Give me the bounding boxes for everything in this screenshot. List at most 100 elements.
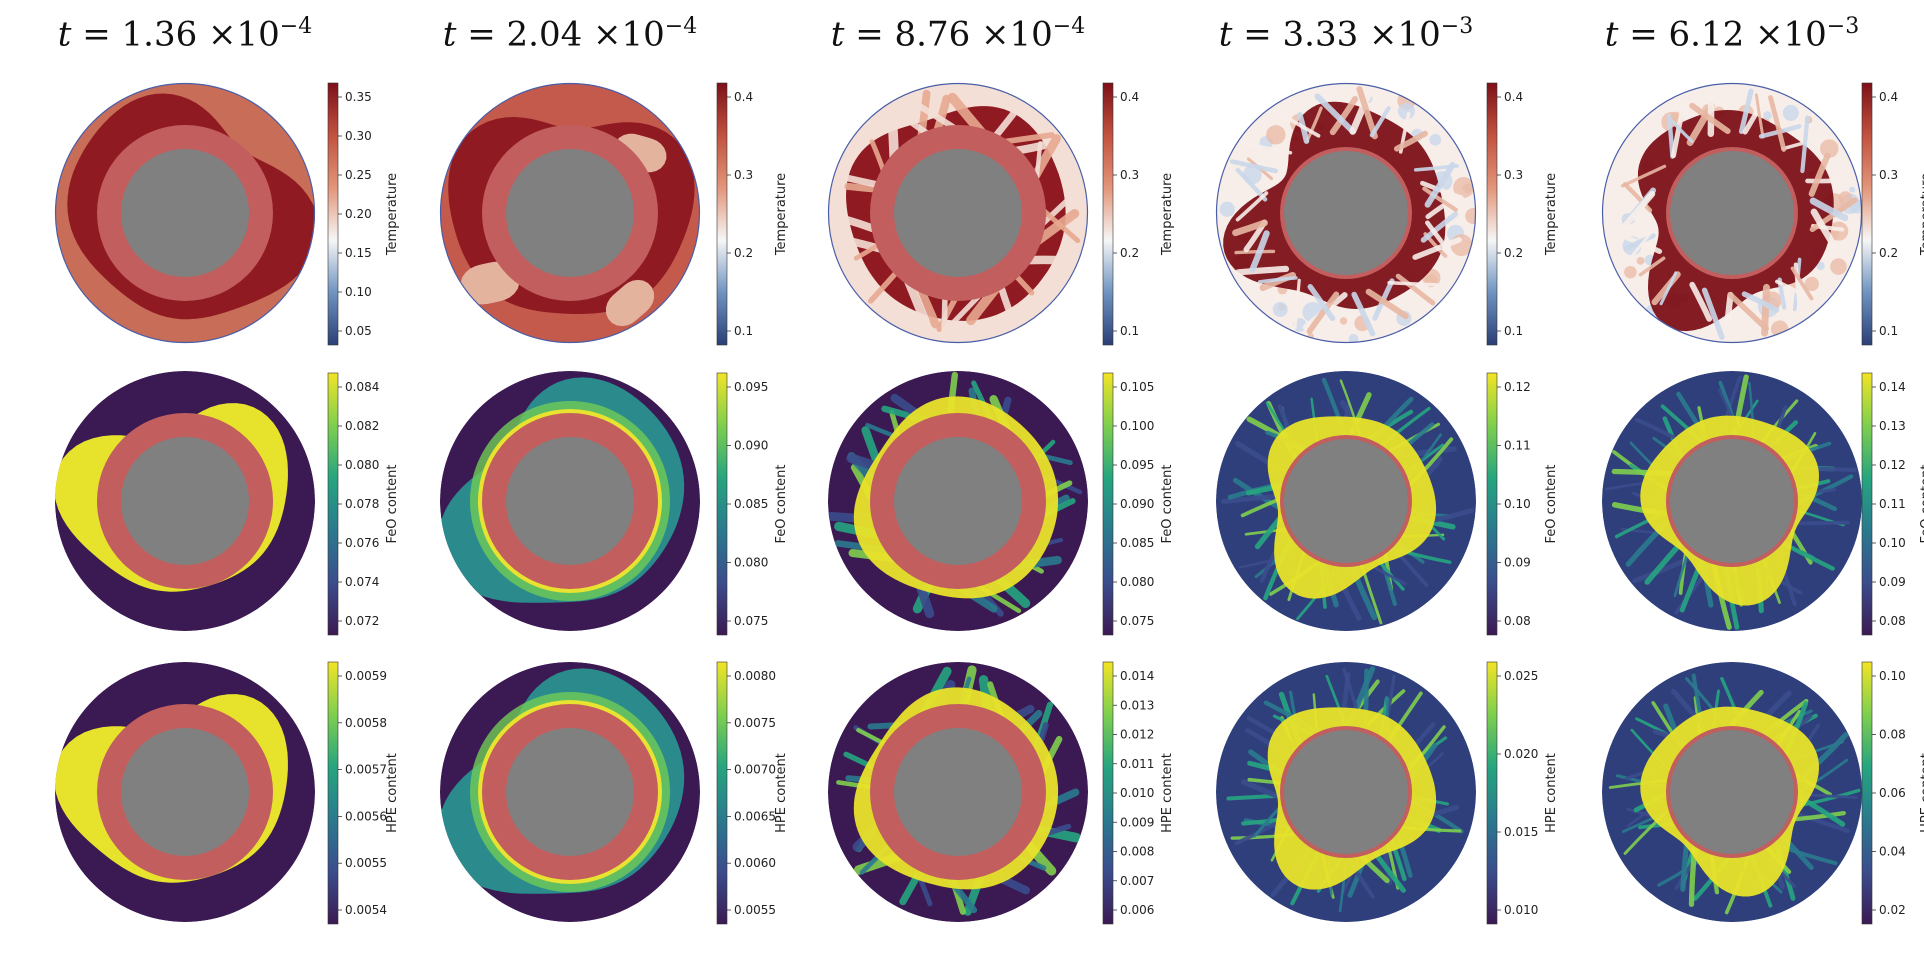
panel-1-feo-content: 0.084 0.082 0.080 0.078 0.076 0.074 0.072 FeO c… [55, 371, 400, 636]
colorbar-tick-label: 0.095 [1120, 458, 1154, 472]
colorbar-tick-label: 0.013 [1120, 698, 1154, 712]
column-title-4: t = 3.33 ×10−3 [1218, 14, 1474, 55]
colorbar-tick-label: 0.010 [1504, 903, 1538, 917]
colorbar: 0.105 0.100 0.095 0.090 0.085 0.080 0.075 FeO c… [1102, 372, 1175, 636]
colorbar-tick-label: 0.075 [734, 614, 768, 628]
colorbar-tick-label: 0.3 [1879, 168, 1898, 182]
colorbar-tick-label: 0.2 [1879, 246, 1898, 260]
colorbar-tick-label: 0.012 [1120, 728, 1154, 742]
colorbar-tick-label: 0.0058 [345, 716, 387, 730]
panel-3-temperature: 0.4 0.3 0.2 0.1 Temperature [827, 82, 1175, 346]
colorbar-tick-label: 0.010 [1120, 786, 1154, 800]
colorbar-label: FeO content [774, 465, 789, 544]
colorbar-tick-label: 0.090 [1120, 497, 1154, 511]
colorbar-tick-label: 0.0055 [734, 903, 776, 917]
colorbar-tick-label: 0.0075 [734, 716, 776, 730]
colorbar-tick-label: 0.080 [345, 458, 379, 472]
colorbar-tick-label: 0.13 [1879, 419, 1906, 433]
colorbar-tick-label: 0.3 [1504, 168, 1523, 182]
core [121, 728, 249, 856]
colorbar: 0.014 0.013 0.012 0.011 0.010 0.009 0.008 0.007… [1102, 661, 1175, 925]
colorbar: 0.084 0.082 0.080 0.078 0.076 0.074 0.072 FeO c… [327, 372, 400, 636]
colorbar-tick-label: 0.011 [1120, 757, 1154, 771]
core [1284, 151, 1408, 275]
colorbar-label: Temperature [1160, 173, 1175, 256]
colorbar-label: HPE content [385, 753, 400, 833]
colorbar: 0.095 0.090 0.085 0.080 0.075 FeO content [716, 372, 789, 636]
colorbar-tick-label: 0.2 [1120, 246, 1139, 260]
column-title-2: t = 2.04 ×10−4 [442, 14, 698, 55]
core [506, 728, 634, 856]
colorbar-tick-label: 0.015 [1504, 825, 1538, 839]
panel-4-feo-content: 0.12 0.11 0.10 0.09 0.08 FeO content [1216, 371, 1559, 636]
colorbar-tick-label: 0.11 [1504, 439, 1531, 453]
colorbar-tick-label: 0.10 [1879, 536, 1906, 550]
t-exponent: −4 [1052, 14, 1086, 39]
colorbar-tick-label: 0.4 [1120, 90, 1139, 104]
colorbar-tick-label: 0.085 [734, 497, 768, 511]
colorbar-label: FeO content [385, 465, 400, 544]
colorbar-tick-label: 0.09 [1504, 556, 1531, 570]
colorbar-label: Temperature [1544, 173, 1559, 256]
colorbar-tick-label: 0.084 [345, 380, 379, 394]
colorbar-tick-label: 0.0060 [734, 856, 776, 870]
colorbar-tick-label: 0.078 [345, 497, 379, 511]
colorbar-label: HPE content [1919, 753, 1924, 833]
colorbar: 0.12 0.11 0.10 0.09 0.08 FeO content [1486, 372, 1559, 636]
colorbar-tick-label: 0.0080 [734, 669, 776, 683]
colorbar-tick-label: 0.085 [1120, 536, 1154, 550]
t-value: 3.33 [1282, 14, 1359, 55]
core [1284, 439, 1408, 563]
colorbar: 0.0080 0.0075 0.0070 0.0065 0.0060 0.0055 HPE … [716, 661, 789, 925]
core [894, 728, 1022, 856]
colorbar-tick-label: 0.006 [1120, 903, 1154, 917]
colorbar-tick-label: 0.4 [1879, 90, 1898, 104]
colorbar-tick-label: 0.2 [734, 246, 753, 260]
colorbar-tick-label: 0.15 [345, 246, 372, 260]
outer-boundary [54, 82, 316, 344]
colorbar-label: HPE content [1160, 753, 1175, 833]
core [121, 437, 249, 565]
t-exponent: −4 [279, 14, 313, 39]
colorbar-tick-label: 0.014 [1120, 669, 1154, 683]
colorbar-tick-label: 0.2 [1504, 246, 1523, 260]
core [506, 437, 634, 565]
colorbar-tick-label: 0.12 [1879, 458, 1906, 472]
colorbar-tick-label: 0.35 [345, 90, 372, 104]
colorbar-tick-label: 0.008 [1120, 845, 1154, 859]
colorbar-label: Temperature [774, 173, 789, 256]
colorbar-tick-label: 0.1 [1504, 324, 1523, 338]
colorbar-tick-label: 0.08 [1879, 728, 1906, 742]
core [1284, 730, 1408, 854]
colorbar-tick-label: 0.12 [1504, 380, 1531, 394]
colorbar-tick-label: 0.14 [1879, 380, 1906, 394]
colorbar-label: HPE content [774, 753, 789, 833]
colorbar-tick-label: 0.0056 [345, 809, 387, 823]
colorbar-tick-label: 0.30 [345, 129, 372, 143]
colorbar-tick-label: 0.4 [734, 90, 753, 104]
colorbar-tick-label: 0.08 [1879, 614, 1906, 628]
colorbar-tick-label: 0.075 [1120, 614, 1154, 628]
colorbar-tick-label: 0.10 [1879, 669, 1906, 683]
panel-1-temperature: 0.35 0.30 0.25 0.20 0.15 0.10 0.05 Temperature [54, 82, 400, 346]
colorbar-tick-label: 0.072 [345, 614, 379, 628]
column-title-3: t = 8.76 ×10−4 [830, 14, 1086, 55]
colorbar-tick-label: 0.0057 [345, 763, 387, 777]
t-exponent: −4 [664, 14, 698, 39]
core [1670, 439, 1794, 563]
outer-boundary [1215, 82, 1477, 344]
colorbar-tick-label: 0.25 [345, 168, 372, 182]
colorbar-tick-label: 0.090 [734, 439, 768, 453]
colorbar-tick-label: 0.105 [1120, 380, 1154, 394]
t-value: 2.04 [506, 14, 583, 55]
colorbar-tick-label: 0.10 [345, 285, 372, 299]
panel-2-temperature: 0.4 0.3 0.2 0.1 Temperature [439, 82, 789, 346]
outer-boundary [439, 82, 701, 344]
t-exponent: −3 [1440, 14, 1474, 39]
colorbar-tick-label: 0.3 [734, 168, 753, 182]
t-value: 8.76 [894, 14, 971, 55]
panel-5-feo-content: 0.14 0.13 0.12 0.11 0.10 0.09 0.08 FeO content [1602, 371, 1924, 636]
colorbar-tick-label: 0.074 [345, 575, 379, 589]
colorbar-tick-label: 0.095 [734, 380, 768, 394]
